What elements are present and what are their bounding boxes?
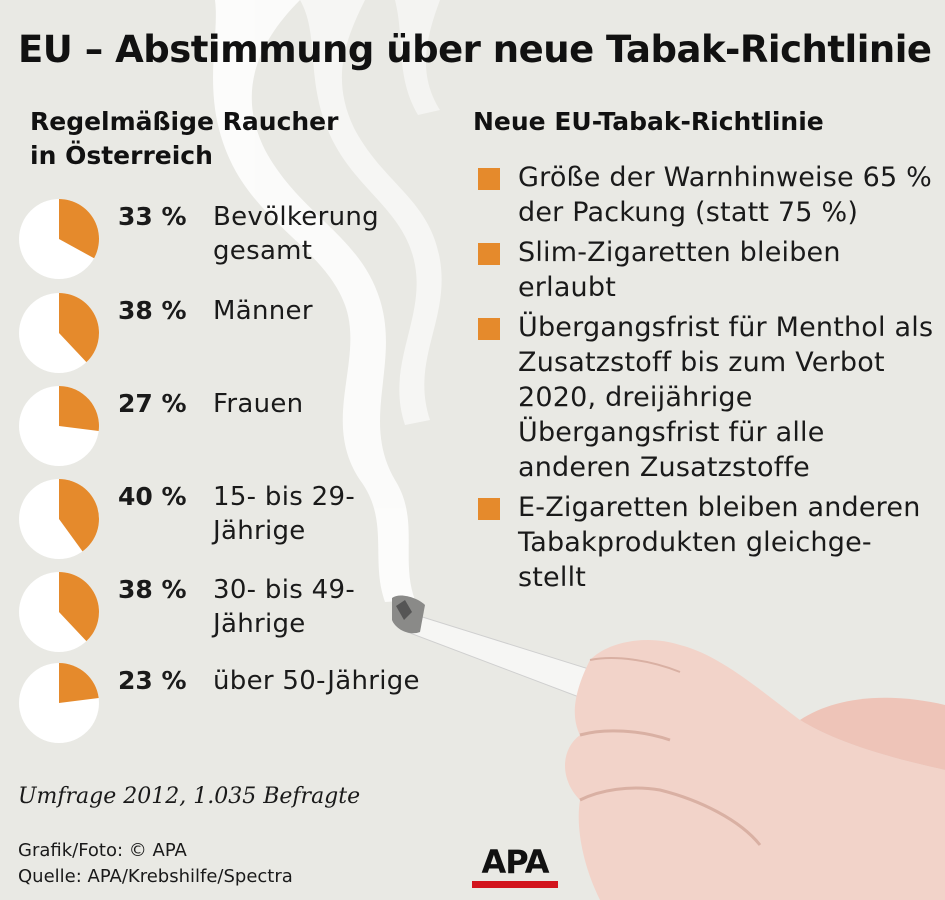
pie-label: 30- bis 49-Jährige [213,575,356,639]
pie-chart [19,572,99,652]
pie-chart [19,199,99,279]
pie-label: Männer [213,296,313,326]
pie-label: Frauen [213,389,304,419]
bullet-square-icon [478,243,500,265]
pie-slice [59,386,99,432]
pie-row: 38 % 30- bis 49-Jährige [18,571,438,661]
bullet-square-icon [478,168,500,190]
source-line: Quelle: APA/Krebshilfe/Spectra [18,866,293,887]
bullet-square-icon [478,498,500,520]
smoke-plume [213,0,442,602]
pie-label: 15- bis 29-Jährige [213,482,356,546]
apa-logo-text: APA [481,843,549,881]
list-item: Slim-Zigaretten bleiben erlaubt [478,235,938,305]
pie-percentage: 40 % [118,482,187,511]
pie-chart [19,386,99,466]
survey-note: Umfrage 2012, 1.035 Befragte [18,784,361,809]
pie-chart [19,293,99,373]
directive-bullet-list: Größe der Warnhinweise 65 % der Packung … [478,160,938,600]
right-section-heading: Neue EU-Tabak-Richtlinie [473,107,824,136]
pie-row: 23 % über 50-Jährige [18,662,438,752]
pie-label: Bevölkerung gesamt [213,202,379,266]
list-item: E-Zigaretten bleiben anderen Tabakproduk… [478,490,938,595]
credit-line: Grafik/Foto: © APA [18,840,187,861]
pie-percentage: 23 % [118,666,187,695]
pie-slice [59,479,99,552]
pie-chart [19,479,99,559]
pie-row: 38 % Männer [18,292,438,382]
apa-logo-bar [472,881,558,888]
pie-chart [19,663,99,743]
pie-row: 33 % Bevölkerung gesamt [18,198,438,288]
page-title: EU – Abstimmung über neue Tabak-Richtlin… [18,28,932,71]
list-item: Übergangsfrist für Menthol als Zusatzsto… [478,310,938,485]
bullet-text: Übergangsfrist für Menthol als Zusatzsto… [518,312,934,483]
apa-logo: APA [470,845,560,889]
pie-row: 40 % 15- bis 29-Jährige [18,478,438,568]
pie-slice [59,199,99,259]
left-section-heading: Regelmäßige Raucher in Österreich [30,107,339,170]
list-item: Größe der Warnhinweise 65 % der Packung … [478,160,938,230]
pie-percentage: 38 % [118,296,187,325]
pie-percentage: 38 % [118,575,187,604]
pie-row: 27 % Frauen [18,385,438,475]
pie-slice [59,572,99,642]
pie-slice [59,293,99,363]
pie-percentage: 33 % [118,202,187,231]
bullet-text: Slim-Zigaretten bleiben erlaubt [518,237,841,303]
hand [565,640,945,900]
pie-label: über 50-Jährige [213,666,420,696]
bullet-text: E-Zigaretten bleiben anderen Tabakproduk… [518,492,921,593]
pie-percentage: 27 % [118,389,187,418]
bullet-text: Größe der Warnhinweise 65 % der Packung … [518,162,933,228]
pie-slice [59,663,99,703]
bullet-square-icon [478,318,500,340]
